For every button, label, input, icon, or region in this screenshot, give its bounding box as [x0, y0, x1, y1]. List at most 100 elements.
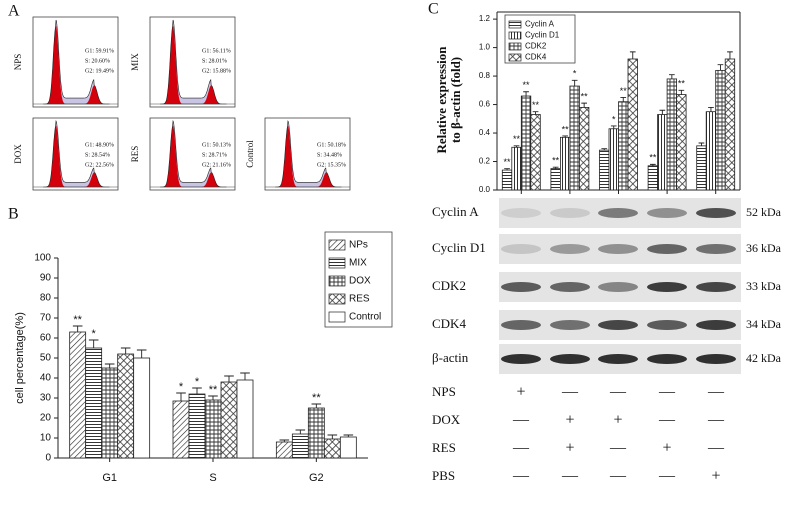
- treatment-sign: —: [658, 468, 676, 485]
- phase-percentage: S: 34.48%: [317, 153, 342, 159]
- histogram-g2-peak: [313, 172, 339, 187]
- error-bar: [717, 64, 724, 71]
- significance: **: [209, 384, 218, 396]
- phase-percentage: S: 28.54%: [85, 153, 110, 159]
- error-bar: [571, 79, 578, 87]
- error-bar: [552, 166, 559, 169]
- y-tick-label: 0.0: [479, 185, 491, 194]
- y-tick-label: 30: [40, 393, 52, 404]
- legend-label: RES: [349, 294, 370, 305]
- blot-band: [696, 208, 736, 218]
- y-tick-label: 50: [40, 353, 52, 364]
- treatment-label: NPS: [432, 384, 456, 399]
- treatment-sign: +: [516, 384, 525, 401]
- significance: *: [612, 114, 616, 124]
- bar: [627, 58, 638, 191]
- error-bar: [343, 434, 354, 437]
- histogram-outline: [275, 120, 342, 188]
- error-bar: [327, 434, 338, 439]
- legend-label: Control: [349, 312, 381, 323]
- y-tick-label: 100: [34, 253, 51, 264]
- bar: [696, 145, 707, 191]
- sample-label: NPS: [13, 54, 23, 71]
- legend-swatch: [508, 20, 522, 29]
- blot-band: [647, 282, 687, 292]
- significance: **: [562, 124, 570, 134]
- treatment-sign: —: [609, 440, 627, 457]
- legend-swatch: [508, 53, 522, 62]
- treatment-sign: —: [609, 384, 627, 401]
- bar: [724, 58, 736, 191]
- significance: **: [504, 157, 512, 167]
- bar: [530, 114, 541, 191]
- blot-band: [696, 354, 736, 364]
- y-tick-label: 60: [40, 333, 52, 344]
- histogram-frame: [149, 117, 236, 191]
- histogram-g1-peak: [44, 25, 68, 104]
- error-bar: [120, 347, 131, 354]
- error-bar: [176, 392, 186, 401]
- x-tick-label: G1: [102, 472, 117, 484]
- bar: [550, 168, 561, 191]
- bar: [705, 111, 717, 191]
- bar: [188, 393, 206, 459]
- error-bar: [601, 148, 608, 151]
- treatment-sign: —: [707, 412, 725, 429]
- phase-percentage: S: 28.01%: [202, 59, 227, 65]
- blot-band: [647, 320, 687, 330]
- bar: [657, 114, 668, 191]
- treatment-sign: —: [512, 412, 530, 429]
- error-bar: [698, 142, 705, 146]
- phase-percentage: G2: 22.56%: [85, 163, 114, 169]
- blot-band: [501, 244, 541, 254]
- legend-swatch: [508, 31, 522, 40]
- phase-percentage: G2: 19.49%: [85, 69, 114, 75]
- significance: *: [92, 328, 97, 340]
- bar: [69, 331, 87, 459]
- significance: **: [523, 80, 531, 90]
- bar: [676, 94, 687, 191]
- bar: [618, 101, 629, 191]
- significance: **: [620, 86, 628, 96]
- blot-band: [501, 208, 541, 218]
- histogram-outline: [43, 19, 110, 105]
- error-bar: [669, 74, 675, 79]
- error-bar: [224, 375, 234, 382]
- bar: [599, 149, 610, 191]
- bar: [569, 85, 580, 191]
- protein-label: CDK2: [432, 278, 466, 293]
- bar: [715, 69, 726, 191]
- bar: [220, 381, 238, 459]
- blot-band: [647, 354, 687, 364]
- significance: **: [513, 134, 521, 144]
- y-tick-label: 1.2: [479, 14, 491, 23]
- phase-percentage: G2: 21.16%: [202, 163, 231, 169]
- panel-label: A: [8, 3, 20, 20]
- histogram-g1-peak: [276, 125, 300, 187]
- bar: [511, 146, 522, 191]
- panel-label: C: [428, 1, 439, 18]
- bar: [501, 169, 513, 191]
- molecular-weight: 52 kDa: [746, 205, 782, 219]
- sample-label: RES: [130, 146, 140, 163]
- blot-band: [696, 282, 736, 292]
- blot-band: [598, 244, 638, 254]
- significance: *: [195, 376, 200, 388]
- molecular-weight: 42 kDa: [746, 351, 782, 365]
- error-bar: [650, 163, 656, 166]
- error-bar: [208, 395, 218, 400]
- phase-percentage: G1: 59.91%: [85, 49, 114, 55]
- y-tick-label: 0.6: [479, 100, 491, 109]
- error-bar: [523, 91, 529, 97]
- legend-swatch: [508, 42, 522, 51]
- molecular-weight: 33 kDa: [746, 279, 782, 293]
- legend-label: Cyclin D1: [525, 31, 560, 40]
- blot-band: [696, 244, 736, 254]
- significance: **: [312, 392, 321, 404]
- bar: [666, 78, 677, 191]
- bar: [275, 441, 293, 459]
- treatment-sign: —: [658, 384, 676, 401]
- y-tick-label: 80: [40, 293, 52, 304]
- error-bar: [610, 125, 617, 129]
